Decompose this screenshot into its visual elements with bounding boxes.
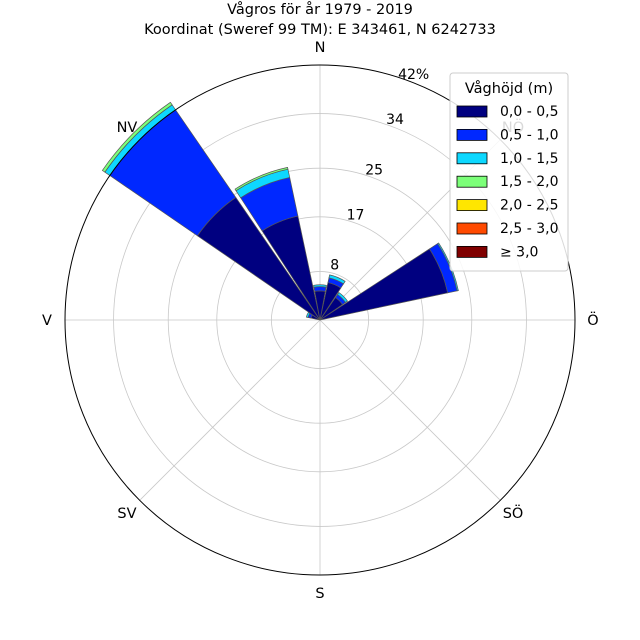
sector-bar-segment [234,166,289,192]
outer-circle-line [64,64,576,576]
sector-bar-segment [101,101,173,173]
direction-label: Ö [587,311,598,329]
direction-label: SV [117,506,136,522]
sector-bar-segment [437,242,459,292]
radial-tick-label: 42% [398,67,429,83]
legend-label: 0,5 - 1,0 [500,127,558,143]
legend-swatch [456,245,488,258]
legend-label: 1,5 - 2,0 [500,174,558,190]
legend-frame [449,72,569,272]
legend-label: 0,0 - 0,5 [500,104,558,120]
direction-label: NV [117,120,138,136]
grid-spoke [319,319,501,501]
legend-label: 1,0 - 1,5 [500,151,558,167]
legend-swatch [456,105,488,118]
legend-swatch [456,222,488,235]
chart-title-line1: Vågros för år 1979 - 2019 [227,1,413,18]
sector-bar-segment [313,286,327,292]
sector-bar-segment [328,274,346,285]
legend-swatch [456,175,488,188]
legend-swatch [456,152,488,165]
sector-bar-segment [313,284,327,288]
legend-label: 2,5 - 3,0 [500,221,558,237]
legend-label: 2,0 - 2,5 [500,198,558,214]
direction-label: S [315,586,324,602]
radial-tick-labels: 8 17 25 34 42% [330,67,429,274]
radial-tick-label: 34 [386,112,404,128]
sector-bar-segment [337,291,349,303]
legend-label: ≥ 3,0 [500,244,538,260]
chart-title-line2: Koordinat (Sweref 99 TM): E 343461, N 62… [144,22,496,38]
grid-spoke [139,319,321,501]
direction-label: V [42,313,52,329]
legend-title: Våghöjd (m) [465,80,553,97]
direction-label: N [315,40,326,56]
radial-tick-label: 25 [365,162,383,178]
outer-circle [64,64,576,576]
sector-bar-segment [305,311,311,318]
radial-tick-label: 8 [330,258,339,274]
sector-bars [101,101,459,321]
radial-tick-label: 17 [347,207,365,223]
legend-swatch [456,199,488,212]
legend-swatch [456,128,488,141]
legend: Våghöjd (m) 0,0 - 0,5 0,5 - 1,0 1,0 - 1,5 1… [449,72,569,272]
direction-label: SÖ [503,504,524,522]
